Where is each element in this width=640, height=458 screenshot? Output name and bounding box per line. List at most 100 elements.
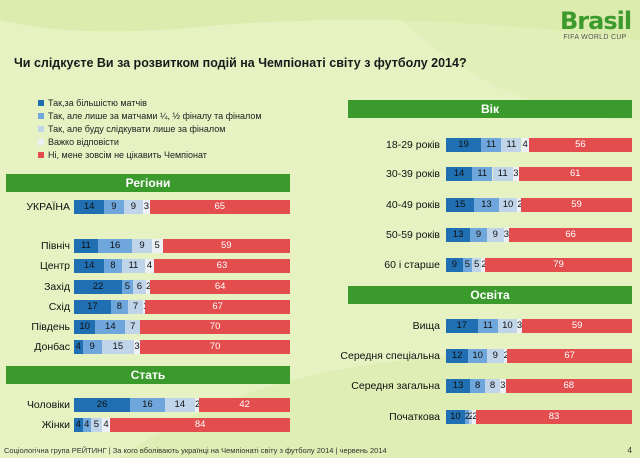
bar-segment: 11 (74, 239, 98, 253)
bar-segment: 42 (199, 398, 290, 412)
legend-item: Важко відповісти (38, 135, 262, 148)
bar-segment: 9 (123, 200, 144, 214)
bar-segment: 4 (521, 138, 529, 152)
category-label: Вища (412, 320, 440, 332)
bar-segment: 4 (145, 259, 154, 273)
bar-segment: 56 (528, 138, 632, 152)
bar-row: 13 9 9 3 66 (446, 228, 632, 242)
bar-segment: 12 (446, 349, 469, 363)
bar-segment: 3 (503, 228, 510, 242)
bar-segment: 3 (143, 200, 150, 214)
bar-segment: 65 (149, 200, 290, 214)
category-label: 60 і старше (384, 259, 440, 271)
bar-row: 15 13 10 2 59 (446, 198, 632, 212)
bar-row: 14 9 9 3 65 (74, 200, 290, 214)
bar-segment: 7 (125, 320, 141, 334)
logo-subtitle: FIFA WORLD CUP (563, 34, 627, 41)
bar-segment: 64 (150, 280, 290, 294)
page-number: 4 (627, 446, 632, 455)
legend-swatch (38, 151, 44, 158)
legend-item: Так, але буду слідкувати лише за фіналом (38, 122, 262, 135)
bar-segment: 83 (476, 410, 632, 424)
legend-swatch (38, 138, 44, 145)
bar-segment: 2 (194, 398, 201, 412)
bar-row: 22 5 6 2 64 (74, 280, 290, 294)
bar-segment: 10 (498, 319, 517, 333)
legend-label: Ні, мене зовсім не цікавить Чемпіонат (48, 149, 207, 160)
chart-legend: Так,за більшістю матчів Так, але лише за … (38, 96, 262, 161)
bar-segment: 14 (164, 398, 195, 412)
bar-segment: 11 (480, 138, 502, 152)
category-label: Південь (31, 321, 70, 333)
bar-segment: 8 (110, 300, 128, 314)
bar-row: 1787167 (74, 300, 290, 314)
bar-segment: 10 (74, 320, 96, 334)
footer-text: Соціологічна група РЕЙТИНГ | За кого вбо… (4, 446, 387, 455)
category-label: Початкова (389, 411, 440, 423)
bar-segment: 79 (485, 258, 632, 272)
bar-row: 10 14 7 70 (74, 320, 290, 334)
bar-row: 17 11 10 3 59 (446, 319, 632, 333)
bar-segment: 3 (516, 319, 523, 333)
bar-segment: 14 (95, 320, 126, 334)
category-label: Жінки (41, 419, 70, 431)
bar-segment: 17 (446, 319, 478, 333)
bar-segment: 2 (503, 349, 509, 363)
bar-segment: 3 (512, 167, 519, 181)
panel-header: Стать (6, 366, 290, 384)
chart-title: Чи слідкуєте Ви за розвитком подій на Че… (14, 56, 467, 70)
bar-segment: 61 (518, 167, 632, 181)
category-label: 50-59 років (386, 229, 440, 241)
bar-segment: 5 (122, 280, 133, 294)
bar-segment: 13 (446, 228, 471, 242)
bar-segment: 9 (132, 239, 152, 253)
bar-segment: 2 (146, 280, 152, 294)
bar-segment: 67 (507, 349, 632, 363)
category-label: 30-39 років (386, 168, 440, 180)
bar-segment: 9 (446, 258, 463, 272)
bar-segment: 2 (464, 410, 471, 424)
category-label: Північ (40, 240, 70, 252)
bar-segment: 19 (446, 138, 481, 152)
bar-segment: 16 (130, 398, 165, 412)
category-label: Центр (39, 260, 70, 272)
panel-header: Регіони (6, 174, 290, 192)
bar-row: 14 11 11 3 61 (446, 167, 632, 181)
category-label: 18-29 років (386, 139, 440, 151)
bar-segment: 9 (82, 340, 102, 354)
bar-segment: 5 (151, 239, 163, 253)
category-label: Донбас (34, 341, 70, 353)
bar-row: 9 5 5 2 79 (446, 258, 632, 272)
bar-segment: 10 (446, 410, 465, 424)
bar-segment: 5 (91, 418, 102, 432)
bar-segment: 9 (486, 228, 504, 242)
bar-segment: 67 (145, 300, 290, 314)
logo-wordmark: Brasil (560, 7, 632, 35)
bar-segment: 16 (97, 239, 133, 253)
bar-segment: 14 (74, 259, 105, 273)
bar-row: 10 2 2 2 83 (446, 410, 632, 424)
legend-label: Так,за більшістю матчів (48, 97, 147, 108)
bar-row: 4 4 5 4 84 (74, 418, 290, 432)
bar-segment: 2 (468, 410, 474, 424)
bar-segment: 11 (121, 259, 146, 273)
category-label: 40-49 років (386, 199, 440, 211)
legend-swatch (38, 125, 44, 132)
bar-segment: 15 (446, 198, 475, 212)
legend-item: Так,за більшістю матчів (38, 96, 262, 109)
bar-segment: 5 (472, 258, 482, 272)
bar-segment: 11 (477, 319, 499, 333)
bar-segment: 4 (74, 340, 83, 354)
bar-segment: 70 (140, 340, 290, 354)
legend-swatch (38, 99, 44, 106)
bar-segment: 14 (74, 200, 105, 214)
bar-segment: 8 (485, 379, 500, 393)
bar-segment: 59 (522, 319, 632, 333)
bar-segment: 70 (140, 320, 290, 334)
legend-item: Так, але лише за матчами ¼, ½ фіналу та … (38, 109, 262, 122)
bar-segment: 14 (446, 167, 473, 181)
bar-segment: 13 (474, 198, 499, 212)
bar-segment: 4 (82, 418, 92, 432)
bar-segment: 84 (110, 418, 290, 432)
brasil-logo: Brasil FIFA WORLD CUP (560, 7, 632, 41)
